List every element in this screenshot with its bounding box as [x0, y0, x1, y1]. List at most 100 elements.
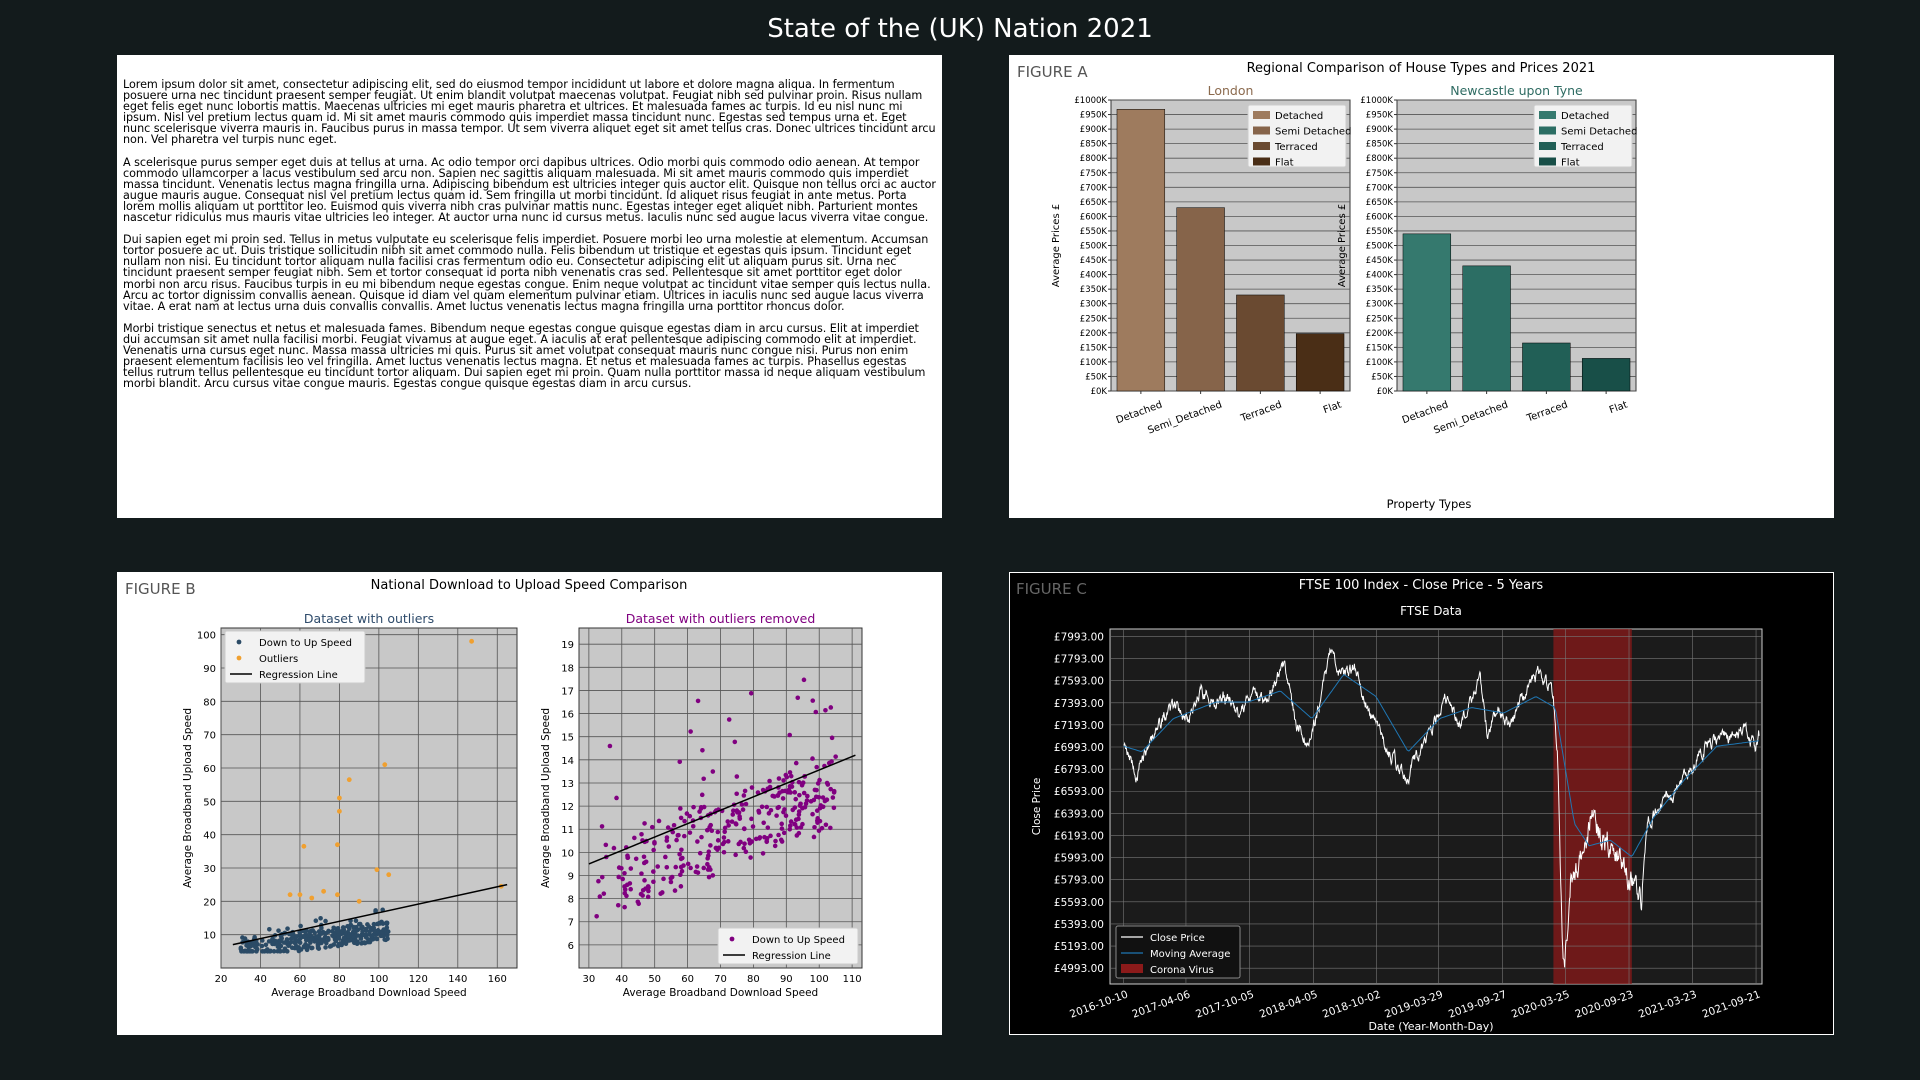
bar-terraced — [1236, 294, 1285, 392]
scatter-point — [331, 925, 336, 931]
scatter-point — [359, 941, 364, 946]
y-tick-label: £300K — [1366, 300, 1394, 310]
scatter-point — [704, 827, 710, 833]
scatter-point — [829, 735, 835, 741]
y-tick-label: 80 — [203, 697, 216, 708]
scatter-point — [288, 939, 294, 945]
outlier-point — [346, 777, 352, 783]
figure-a-xlabel: Property Types — [1387, 497, 1472, 511]
scatter-point — [762, 834, 767, 840]
scatter-point — [767, 784, 773, 790]
scatter-point — [277, 949, 283, 954]
legend-swatch — [1539, 142, 1556, 150]
scatter-point — [805, 793, 810, 799]
scatter-point — [259, 938, 265, 943]
scatter-point — [782, 788, 788, 794]
scatter-point — [811, 834, 817, 840]
legend-label: Detached — [1561, 111, 1609, 122]
scatter-point — [378, 933, 384, 939]
scatter-point — [770, 793, 775, 799]
outlier-point — [309, 895, 315, 901]
y-tick-label: 40 — [203, 831, 216, 842]
scatter-point — [672, 888, 678, 893]
y-tick-label: £450K — [1080, 256, 1108, 266]
y-tick-label: £150K — [1080, 343, 1108, 353]
scatter-point — [759, 804, 765, 810]
text-panel: Lorem ipsum dolor sit amet, consectetur … — [117, 55, 942, 518]
y-tick-label: 70 — [203, 731, 216, 742]
scatter-point — [730, 812, 736, 817]
x-tick-label: 2021-09-21 — [1701, 989, 1762, 1021]
scatter-point — [363, 935, 369, 940]
x-tick-label: 100 — [810, 974, 829, 985]
y-tick-label: £6393.00 — [1054, 808, 1104, 820]
scatter-point — [358, 936, 364, 941]
bar-terraced — [1522, 342, 1571, 392]
y-axis-label: Average Prices £ — [1337, 204, 1348, 287]
scatter-point — [732, 739, 738, 745]
y-tick-label: £900K — [1366, 125, 1394, 135]
y-tick-label: 100 — [197, 631, 216, 642]
scatter-point — [678, 872, 683, 878]
regression-line — [232, 883, 508, 946]
scatter-point — [641, 854, 647, 860]
scatter-point — [309, 945, 315, 951]
figure-a-label: FIGURE A — [1017, 63, 1088, 81]
outlier-point — [356, 898, 362, 904]
scatter-point — [810, 811, 815, 817]
scatter-point — [829, 759, 834, 764]
scatter-point — [783, 772, 789, 778]
scatter-point — [615, 902, 621, 908]
scatter-point — [661, 876, 666, 882]
scatter-point — [792, 790, 798, 795]
scatter-point — [729, 819, 735, 824]
legend-label: Flat — [1561, 158, 1580, 169]
y-tick-label: 7 — [568, 918, 574, 929]
scatter-point — [649, 824, 655, 830]
scatter-point — [828, 786, 833, 792]
scatter-point — [664, 838, 670, 843]
scatter-point — [314, 938, 319, 944]
scatter-point — [266, 939, 272, 944]
y-tick-label: £750K — [1080, 169, 1108, 179]
scatter-point — [757, 835, 763, 840]
y-tick-label: £400K — [1366, 271, 1394, 281]
scatter-point — [594, 913, 599, 919]
scatter-point — [376, 920, 382, 926]
scatter-point — [332, 937, 338, 942]
scatter-point — [743, 801, 749, 807]
y-tick-label: £750K — [1366, 169, 1394, 179]
bar-detached — [1402, 233, 1452, 392]
scatter-point — [607, 743, 613, 749]
scatter-point — [721, 835, 727, 840]
scatter-point — [666, 844, 672, 849]
scatter-point — [701, 776, 706, 782]
y-tick-label: 30 — [203, 864, 216, 875]
y-tick-label: £650K — [1366, 198, 1394, 208]
outlier-point — [337, 795, 342, 801]
legend-label: Terraced — [1560, 142, 1604, 153]
scatter-point — [749, 816, 754, 822]
y-tick-label: £1000K — [1360, 96, 1393, 106]
scatter-point — [695, 839, 700, 844]
scatter-point — [688, 729, 693, 734]
scatter-point — [308, 940, 313, 945]
y-tick-label: £100K — [1080, 358, 1108, 368]
scatter-point — [259, 943, 265, 949]
outlier-point — [386, 872, 392, 878]
scatter-point — [289, 945, 295, 951]
scatter-point — [276, 928, 281, 933]
scatter-point — [716, 845, 722, 851]
y-tick-label: £200K — [1366, 329, 1394, 339]
scatter-point — [788, 790, 793, 795]
y-tick-label: 12 — [561, 802, 574, 813]
scatter-point — [643, 886, 648, 891]
figure-c-subtitle: FTSE Data — [1400, 604, 1462, 618]
y-tick-label: 20 — [203, 897, 216, 908]
scatter-point — [298, 923, 303, 929]
scatter-point — [678, 815, 684, 821]
scatter-point — [353, 918, 359, 924]
scatter-point — [831, 805, 837, 811]
scatter-point — [721, 849, 727, 855]
y-tick-label: £7593.00 — [1054, 676, 1104, 688]
